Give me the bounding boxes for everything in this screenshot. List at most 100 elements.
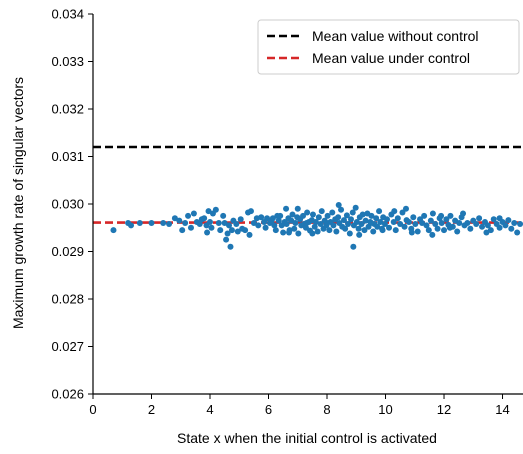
scatter-point: [335, 201, 342, 208]
scatter-point: [272, 227, 279, 234]
scatter-point: [234, 228, 241, 235]
scatter-point: [467, 225, 474, 232]
scatter-point: [309, 211, 316, 218]
scatter-point: [386, 224, 393, 231]
x-tick-label: 10: [378, 402, 392, 417]
scatter-point: [292, 220, 299, 226]
scatter-point: [179, 227, 186, 234]
scatter-point: [355, 225, 362, 232]
scatter-point: [399, 209, 406, 216]
y-tick-label: 0.029: [51, 244, 84, 259]
scatter-point: [258, 214, 265, 221]
scatter-point: [136, 220, 143, 226]
x-tick-label: 4: [206, 402, 213, 417]
scatter-point: [362, 217, 369, 224]
scatter-point: [377, 219, 384, 226]
scatter-point: [434, 225, 441, 232]
scatter-point: [269, 215, 276, 222]
scatter-point: [374, 223, 381, 230]
legend-label-without-control: Mean value without control: [312, 28, 479, 44]
scatter-point: [283, 220, 290, 227]
scatter-point: [414, 228, 421, 235]
scatter-point: [343, 212, 350, 219]
scatter-point: [221, 220, 228, 226]
scatter-point: [250, 220, 257, 226]
scatter-point: [242, 227, 249, 234]
scatter-point: [166, 220, 173, 227]
legend-label-under-control: Mean value under control: [312, 50, 470, 66]
scatter-point: [324, 212, 331, 219]
scatter-point: [352, 204, 359, 211]
scatter-point: [454, 228, 461, 235]
scatter-point: [291, 225, 298, 232]
scatter-point: [412, 220, 419, 227]
scatter-point: [246, 231, 253, 238]
scatter-point: [353, 219, 360, 226]
scatter-point: [171, 215, 178, 222]
scatter-point: [338, 206, 345, 213]
scatter-point: [502, 222, 509, 229]
scatter-point: [224, 230, 231, 237]
scatter-point: [425, 227, 432, 234]
scatter-point: [358, 220, 365, 227]
scatter-point: [176, 217, 183, 224]
scatter-point: [346, 230, 353, 237]
scatter-point: [496, 215, 503, 222]
scatter-point: [397, 220, 404, 227]
scatter-point: [228, 227, 235, 234]
scatter-point: [350, 243, 357, 250]
scatter-point: [392, 227, 399, 234]
scatter-point: [317, 220, 324, 227]
scatter-point: [391, 208, 398, 215]
scatter-point: [460, 210, 467, 217]
scatter-point: [227, 243, 234, 250]
scatter-point: [356, 231, 363, 238]
scatter-point: [348, 216, 354, 223]
y-tick-label: 0.031: [51, 149, 84, 164]
scatter-point: [484, 222, 491, 229]
y-tick-label: 0.034: [51, 7, 84, 22]
scatter-point: [220, 212, 227, 219]
scatter-point: [438, 220, 445, 226]
scatter-point: [345, 220, 352, 227]
scatter-point: [370, 228, 377, 235]
scatter-point: [514, 229, 521, 236]
scatter-point: [401, 223, 408, 230]
scatter-point: [443, 216, 450, 223]
scatter-points: [110, 201, 523, 250]
scatter-point: [456, 220, 463, 226]
scatter-point: [262, 224, 269, 231]
scatter-point: [309, 230, 316, 237]
y-tick-label: 0.027: [51, 339, 84, 354]
scatter-point: [333, 228, 340, 235]
scatter-point: [324, 220, 331, 226]
scatter-point: [255, 222, 262, 229]
scatter-point: [223, 236, 230, 243]
scatter-point: [438, 212, 445, 219]
scatter-point: [329, 209, 336, 216]
scatter-point: [128, 222, 135, 229]
scatter-point: [233, 220, 240, 227]
scatter-point: [208, 224, 215, 231]
x-tick-label: 6: [265, 402, 272, 417]
scatter-point: [271, 222, 278, 229]
scatter-point: [381, 220, 388, 227]
scatter-point: [312, 219, 319, 226]
scatter-point: [402, 205, 409, 212]
scatter-point: [421, 212, 428, 219]
scatter-point: [187, 224, 194, 231]
y-tick-label: 0.026: [51, 387, 84, 402]
scatter-point: [247, 208, 254, 215]
scatter-point: [508, 225, 515, 232]
scatter-point: [383, 216, 390, 223]
y-tick-label: 0.033: [51, 54, 84, 69]
scatter-point: [303, 220, 310, 226]
scatter-point: [410, 214, 417, 221]
scatter-point: [367, 220, 374, 226]
scatter-point: [432, 220, 439, 227]
x-tick-label: 8: [323, 402, 330, 417]
x-tick-label: 12: [437, 402, 451, 417]
scatter-point: [423, 222, 430, 229]
scatter-point: [204, 229, 211, 236]
